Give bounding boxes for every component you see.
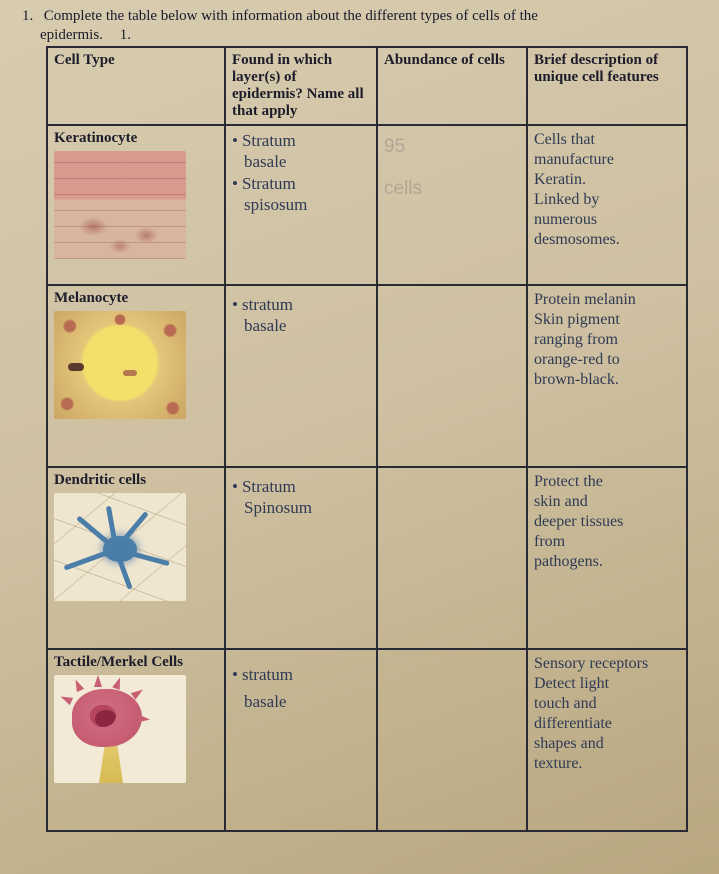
hw: touch and <box>534 694 680 714</box>
hw: Keratin. <box>534 170 680 190</box>
header-layers: Found in which layer(s) of epidermis? Na… <box>225 47 377 125</box>
hw: basale <box>244 152 286 171</box>
hw: ranging from <box>534 330 680 350</box>
question-line2a: epidermis. <box>40 27 116 44</box>
table-row: Tactile/Merkel Cells stratum <box>47 649 687 831</box>
question-line1: Complete the table below with informatio… <box>44 8 538 24</box>
hw: manufacture <box>534 150 680 170</box>
header-abundance: Abundance of cells <box>377 47 527 125</box>
ghost-text: cells <box>384 178 520 200</box>
table-row: Keratinocyte Stratum basale Stratum spis… <box>47 125 687 285</box>
features-cell: Protein melanin Skin pigment ranging fro… <box>527 285 687 467</box>
hw: basale <box>244 316 286 335</box>
celltype-label: Tactile/Merkel Cells <box>54 654 218 671</box>
hw: Stratum <box>242 131 296 150</box>
hw: skin and <box>534 492 680 512</box>
hw: Detect light <box>534 674 680 694</box>
melanocyte-illustration <box>54 311 186 419</box>
hw: Skin pigment <box>534 310 680 330</box>
abundance-cell <box>377 285 527 467</box>
hw: texture. <box>534 754 680 774</box>
abundance-cell: 95 cells <box>377 125 527 285</box>
hw: Protein melanin <box>534 290 680 310</box>
hw: Sensory receptors <box>534 654 680 674</box>
hw: spisosum <box>244 195 307 214</box>
hw: numerous <box>534 210 680 230</box>
merkel-illustration <box>54 675 186 783</box>
features-cell: Sensory receptors Detect light touch and… <box>527 649 687 831</box>
layers-cell: Stratum Spinosum <box>225 467 377 649</box>
features-cell: Protect the skin and deeper tissues from… <box>527 467 687 649</box>
hw: pathogens. <box>534 552 680 572</box>
celltype-label: Dendritic cells <box>54 472 218 489</box>
question-number: 1. <box>22 8 40 25</box>
celltype-label: Keratinocyte <box>54 130 218 147</box>
hw: from <box>534 532 680 552</box>
header-celltype: Cell Type <box>47 47 225 125</box>
hw: shapes and <box>534 734 680 754</box>
header-row: Cell Type Found in which layer(s) of epi… <box>47 47 687 125</box>
celltype-cell: Tactile/Merkel Cells <box>47 649 225 831</box>
hw: Spinosum <box>244 498 312 517</box>
keratinocyte-illustration <box>54 151 186 259</box>
celltype-cell: Melanocyte <box>47 285 225 467</box>
hw: deeper tissues <box>534 512 680 532</box>
features-cell: Cells that manufacture Keratin. Linked b… <box>527 125 687 285</box>
table-row: Dendritic cells Stratum Spinosum <box>47 467 687 649</box>
hw: Cells that <box>534 130 680 150</box>
layers-cell: Stratum basale Stratum spisosum <box>225 125 377 285</box>
hw: Protect the <box>534 472 680 492</box>
hw: differentiate <box>534 714 680 734</box>
question-text: 1. Complete the table below with informa… <box>22 8 689 25</box>
ghost-text: 95 <box>384 136 520 158</box>
hw: basale <box>244 692 286 711</box>
hw: orange-red to <box>534 350 680 370</box>
question-text-2: epidermis. 1. <box>40 27 689 44</box>
layers-cell: stratum basale <box>225 285 377 467</box>
celltype-cell: Keratinocyte <box>47 125 225 285</box>
celltype-label: Melanocyte <box>54 290 218 307</box>
question-subnum: 1. <box>120 27 131 43</box>
hw: Stratum <box>242 174 296 193</box>
hw: Stratum <box>242 477 296 496</box>
hw: brown-black. <box>534 370 680 390</box>
header-features: Brief description of unique cell feature… <box>527 47 687 125</box>
dendritic-illustration <box>54 493 186 601</box>
hw: stratum <box>242 295 293 314</box>
cell-types-table: Cell Type Found in which layer(s) of epi… <box>46 46 688 832</box>
hw: desmosomes. <box>534 230 680 250</box>
table-row: Melanocyte stratum basale Protein melani… <box>47 285 687 467</box>
hw: Linked by <box>534 190 680 210</box>
celltype-cell: Dendritic cells <box>47 467 225 649</box>
worksheet-page: 1. Complete the table below with informa… <box>0 0 719 874</box>
abundance-cell <box>377 649 527 831</box>
layers-cell: stratum basale <box>225 649 377 831</box>
hw: stratum <box>242 665 293 684</box>
abundance-cell <box>377 467 527 649</box>
